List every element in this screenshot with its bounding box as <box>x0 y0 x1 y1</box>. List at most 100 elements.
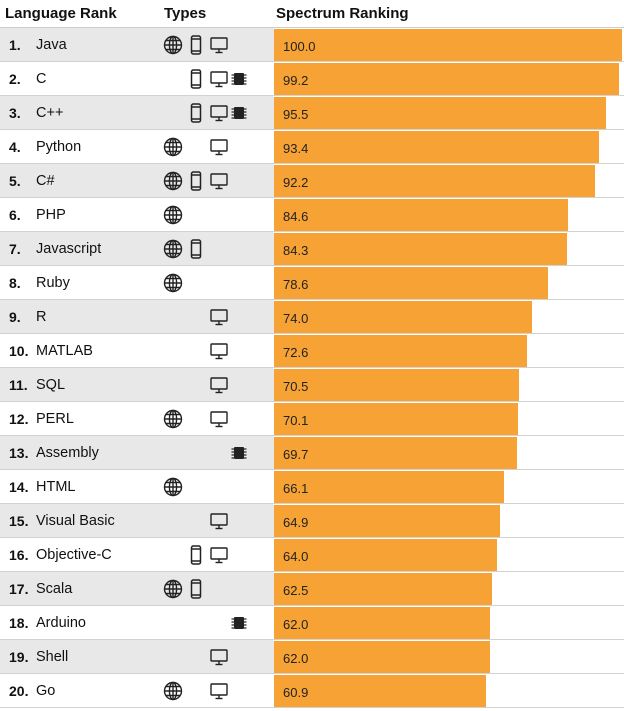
bar-track: 62.5 <box>274 572 624 606</box>
bar-track: 69.7 <box>274 436 624 470</box>
ranking-row: 18. Arduino 62.0 <box>0 606 624 640</box>
bar-track: 64.9 <box>274 504 624 538</box>
row-divider <box>0 435 624 436</box>
ranking-bar: 62.0 <box>274 607 490 639</box>
rank-number: 14. <box>9 479 29 495</box>
ranking-bar: 66.1 <box>274 471 504 503</box>
language-name: SQL <box>36 377 66 393</box>
chip-icon <box>229 103 249 123</box>
language-name: Javascript <box>36 241 102 257</box>
bar-track: 84.3 <box>274 232 624 266</box>
language-name: PHP <box>36 207 66 223</box>
desktop-monitor-icon <box>209 375 229 395</box>
language-name: Visual Basic <box>36 513 115 529</box>
ranking-row: 6. PHP 84.6 <box>0 198 624 232</box>
header-types: Types <box>164 5 207 22</box>
ranking-row: 9. R 74.0 <box>0 300 624 334</box>
ranking-bar: 62.0 <box>274 641 490 673</box>
bar-track: 66.1 <box>274 470 624 504</box>
desktop-monitor-icon <box>209 341 229 361</box>
language-name: Assembly <box>36 445 99 461</box>
ranking-bar: 95.5 <box>274 97 606 129</box>
bar-track: 74.0 <box>274 300 624 334</box>
bar-track: 64.0 <box>274 538 624 572</box>
ranking-row: 1. Java 100.0 <box>0 28 624 62</box>
bar-value-label: 62.5 <box>283 583 309 598</box>
bar-track: 78.6 <box>274 266 624 300</box>
bar-track: 62.0 <box>274 640 624 674</box>
bar-track: 70.1 <box>274 402 624 436</box>
row-divider <box>0 401 624 402</box>
ranking-bar: 64.9 <box>274 505 500 537</box>
ranking-bar: 69.7 <box>274 437 517 469</box>
header-spectrum-ranking: Spectrum Ranking <box>276 5 409 22</box>
language-name: Shell <box>36 649 69 665</box>
rank-number: 3. <box>9 105 21 121</box>
globe-icon <box>163 681 183 701</box>
ranking-row: 16. Objective-C 64.0 <box>0 538 624 572</box>
language-name: Arduino <box>36 615 86 631</box>
ranking-row: 7. Javascript 84.3 <box>0 232 624 266</box>
globe-icon <box>163 137 183 157</box>
language-name: Scala <box>36 581 73 597</box>
ranking-row: 10. MATLAB 72.6 <box>0 334 624 368</box>
mobile-phone-icon <box>186 171 206 191</box>
chip-icon <box>229 613 249 633</box>
language-name: C <box>36 71 47 87</box>
ranking-row: 14. HTML 66.1 <box>0 470 624 504</box>
bar-value-label: 70.5 <box>283 379 309 394</box>
mobile-phone-icon <box>186 35 206 55</box>
language-name: Go <box>36 683 56 699</box>
row-divider <box>0 197 624 198</box>
mobile-phone-icon <box>186 69 206 89</box>
rank-number: 17. <box>9 581 29 597</box>
mobile-phone-icon <box>186 103 206 123</box>
rank-number: 16. <box>9 547 29 563</box>
mobile-phone-icon <box>186 545 206 565</box>
globe-icon <box>163 579 183 599</box>
desktop-monitor-icon <box>209 69 229 89</box>
bar-value-label: 62.0 <box>283 651 309 666</box>
ranking-row: 15. Visual Basic 64.9 <box>0 504 624 538</box>
bar-value-label: 84.3 <box>283 243 309 258</box>
ranking-bar: 70.1 <box>274 403 518 435</box>
globe-icon <box>163 35 183 55</box>
desktop-monitor-icon <box>209 103 229 123</box>
globe-icon <box>163 205 183 225</box>
rank-number: 4. <box>9 139 21 155</box>
ranking-row: 12. PERL 70.1 <box>0 402 624 436</box>
ranking-bar: 99.2 <box>274 63 619 95</box>
ranking-row: 11. SQL 70.5 <box>0 368 624 402</box>
language-name: Java <box>36 37 67 53</box>
bar-value-label: 64.9 <box>283 515 309 530</box>
bar-track: 62.0 <box>274 606 624 640</box>
ranking-row: 20. Go 60.9 <box>0 674 624 708</box>
bar-value-label: 78.6 <box>283 277 309 292</box>
language-name: HTML <box>36 479 76 495</box>
rank-number: 11. <box>9 377 28 393</box>
mobile-phone-icon <box>186 579 206 599</box>
rank-number: 8. <box>9 275 21 291</box>
rank-number: 2. <box>9 71 21 87</box>
globe-icon <box>163 239 183 259</box>
language-name: C# <box>36 173 55 189</box>
language-name: R <box>36 309 47 325</box>
bar-value-label: 84.6 <box>283 209 309 224</box>
row-divider <box>0 231 624 232</box>
globe-icon <box>163 477 183 497</box>
row-divider <box>0 639 624 640</box>
header-language-rank: Language Rank <box>5 5 117 22</box>
bar-value-label: 92.2 <box>283 175 309 190</box>
language-name: C++ <box>36 105 64 121</box>
row-divider <box>0 571 624 572</box>
mobile-phone-icon <box>186 239 206 259</box>
rank-number: 7. <box>9 241 21 257</box>
bar-value-label: 99.2 <box>283 73 309 88</box>
globe-icon <box>163 273 183 293</box>
ranking-bar: 84.6 <box>274 199 568 231</box>
bar-value-label: 66.1 <box>283 481 309 496</box>
bar-value-label: 70.1 <box>283 413 309 428</box>
ranking-bar: 92.2 <box>274 165 595 197</box>
globe-icon <box>163 409 183 429</box>
rank-number: 5. <box>9 173 21 189</box>
